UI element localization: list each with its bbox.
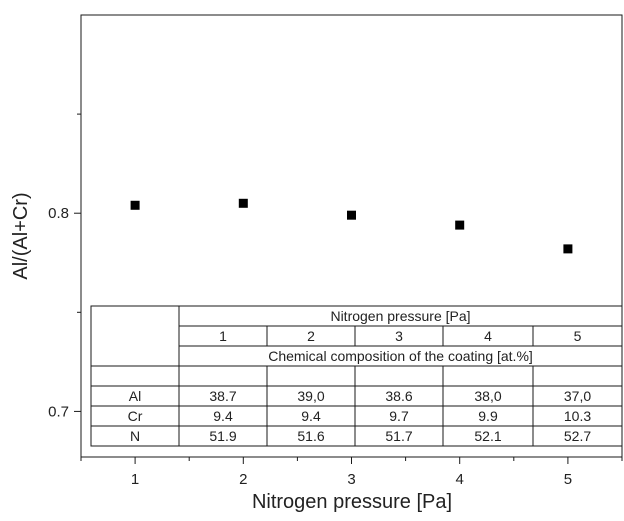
table-cell: Al <box>129 388 141 404</box>
tick-labels: 1 2 3 4 5 0.7 0.8 <box>48 205 572 488</box>
table-cell: 51.6 <box>297 428 324 444</box>
table-cell: 38.6 <box>385 388 412 404</box>
table-cell: 9.4 <box>213 408 233 424</box>
table-cell: 5 <box>574 328 582 344</box>
table-cell: 1 <box>219 328 227 344</box>
table-cell: 2 <box>307 328 315 344</box>
table-cell: 51.7 <box>385 428 412 444</box>
x-tick-label: 3 <box>347 471 355 488</box>
table-cell: 38.7 <box>209 388 236 404</box>
data-point <box>455 220 465 230</box>
x-tick-label: 4 <box>456 471 464 488</box>
table-cell: 9.7 <box>389 408 409 424</box>
data-points <box>130 198 573 254</box>
table-cell: 4 <box>484 328 492 344</box>
table-cell: 52.1 <box>474 428 501 444</box>
x-tick-label: 2 <box>239 471 247 488</box>
table-cell: 9.4 <box>301 408 321 424</box>
table-cell: 52.7 <box>564 428 591 444</box>
table-cell: 10.3 <box>564 408 591 424</box>
table-cell: 39,0 <box>297 388 324 404</box>
x-tick-label: 1 <box>131 471 139 488</box>
y-tick-label: 0.8 <box>48 205 69 222</box>
table-cell: N <box>130 428 140 444</box>
table-cell: Cr <box>128 408 143 424</box>
x-tick-label: 5 <box>564 471 572 488</box>
y-axis-label: Al/(Al+Cr) <box>10 192 32 279</box>
table-cell: 37,0 <box>564 388 591 404</box>
axis-ticks <box>74 113 623 464</box>
table-cell: 9.9 <box>478 408 498 424</box>
data-point <box>238 198 248 208</box>
table-cell: 51.9 <box>209 428 236 444</box>
table-frame <box>90 305 623 447</box>
composition-table: Nitrogen pressure [Pa] 1 2 3 4 5 Chemical comp… <box>90 305 623 447</box>
data-point <box>130 200 140 210</box>
table-cell: Chemical composition of the coating [at.… <box>268 348 533 364</box>
table-cell: 3 <box>395 328 403 344</box>
x-axis-label: Nitrogen pressure [Pa] <box>252 491 452 513</box>
data-point <box>347 210 356 220</box>
table-cell: 38,0 <box>474 388 501 404</box>
data-point <box>563 244 573 254</box>
table-cell: Nitrogen pressure [Pa] <box>330 308 470 324</box>
y-tick-label: 0.7 <box>48 403 69 420</box>
